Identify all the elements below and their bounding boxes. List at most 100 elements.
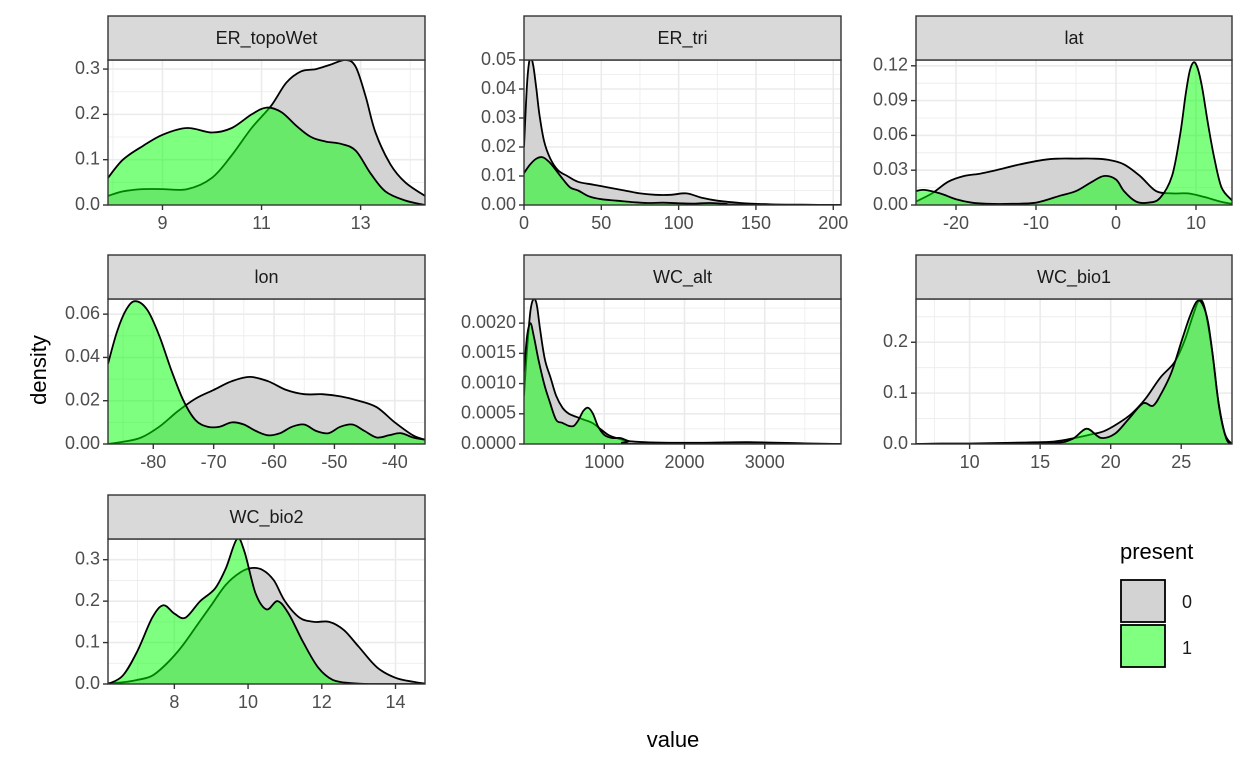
x-tick-label: 8: [169, 692, 179, 712]
x-tick-label: 20: [1101, 452, 1121, 472]
y-tick-label: 0.02: [481, 136, 516, 156]
density-areas: [916, 61, 1232, 205]
x-tick-label: 150: [741, 213, 771, 233]
density-areas: [108, 539, 425, 684]
legend-title: present: [1120, 539, 1193, 564]
density-areas: [524, 299, 841, 444]
x-tick-label: 10: [238, 692, 258, 712]
y-tick-label: 0.0: [75, 194, 100, 214]
density-areas: [916, 299, 1232, 444]
x-tick-label: 100: [664, 213, 694, 233]
y-tick-label: 0.00: [65, 433, 100, 453]
facet-strip: [915, 254, 1233, 300]
density-line-present-1: [108, 106, 425, 205]
x-tick-label: 13: [351, 213, 371, 233]
facet-panel-4: lon -80 -70 -60 -50 -40 0.00 0.02 0.04 0.06: [65, 254, 426, 472]
facet-strip: [523, 15, 842, 61]
density-areas: [524, 60, 841, 205]
y-tick-label: 0.0005: [461, 403, 516, 423]
y-axis-title: density: [26, 335, 51, 405]
x-tick-label: -60: [261, 452, 287, 472]
density-area-present-1: [108, 539, 425, 684]
gridlines: [524, 60, 841, 205]
y-tick-label: 0.04: [481, 78, 516, 98]
x-tick-label: 3000: [745, 452, 785, 472]
density-line-present-1: [524, 322, 841, 444]
x-tick-label: 14: [385, 692, 405, 712]
density-area-present-1: [524, 157, 841, 205]
y-tick-label: 0.0: [883, 433, 908, 453]
density-line-present-0: [524, 60, 841, 205]
y-tick-label: 0.03: [873, 159, 908, 179]
x-tick-label: 10: [1186, 213, 1206, 233]
y-tick-label: 0.0010: [461, 372, 516, 392]
facet-strip-label: lat: [1064, 28, 1083, 48]
density-line-present-1: [108, 300, 425, 441]
y-tick-label: 0.02: [65, 389, 100, 409]
density-areas: [108, 60, 425, 205]
facet-panel-2: ER_tri 0 50 100 150 200 0.00 0.01 0.02 0.03 0.04 0.…: [481, 15, 848, 233]
facet-strip-label: WC_bio2: [229, 507, 303, 528]
facet-strip: [523, 254, 842, 300]
x-tick-label: 10: [960, 452, 980, 472]
y-tick-label: 0.04: [65, 346, 100, 366]
x-tick-label: 15: [1030, 452, 1050, 472]
x-tick-label: 25: [1171, 452, 1191, 472]
x-tick-label: -50: [321, 452, 347, 472]
y-tick-label: 0.3: [75, 58, 100, 78]
y-tick-label: 0.06: [65, 303, 100, 323]
x-tick-label: -40: [382, 452, 408, 472]
facet-panel-6: WC_bio1 10 15 20 25 0.0 0.1 0.2: [883, 254, 1233, 472]
density-line-present-1: [108, 539, 425, 684]
y-tick-label: 0.0015: [461, 342, 516, 362]
facet-panel-5: WC_alt 1000 2000 3000 0.0000 0.0005 0.0010 0.00…: [461, 254, 842, 472]
facet-strip: [107, 254, 426, 300]
density-line-present-1: [916, 299, 1232, 444]
y-tick-label: 0.3: [75, 548, 100, 568]
x-tick-label: 11: [252, 213, 271, 233]
y-tick-label: 0.2: [75, 590, 100, 610]
y-tick-label: 0.00: [481, 194, 516, 214]
x-tick-label: 200: [818, 213, 848, 233]
legend-key-1: [1120, 624, 1166, 668]
y-tick-label: 0.1: [75, 148, 100, 168]
facet-strip-label: WC_alt: [653, 267, 712, 288]
density-areas: [108, 300, 425, 444]
x-tick-label: 50: [591, 213, 611, 233]
density-area-present-0: [916, 158, 1232, 205]
y-tick-label: 0.0000: [461, 433, 516, 453]
x-tick-label: 9: [157, 213, 167, 233]
x-tick-label: 1000: [584, 452, 624, 472]
y-tick-label: 0.2: [75, 103, 100, 123]
y-tick-label: 0.05: [481, 49, 516, 69]
y-tick-label: 0.0: [75, 673, 100, 693]
density-area-present-1: [108, 107, 425, 205]
x-tick-label: 0: [519, 213, 529, 233]
facet-panel-7: WC_bio2 8 10 12 14 0.0 0.1 0.2 0.3: [75, 494, 426, 712]
density-area-present-1: [916, 62, 1232, 205]
y-tick-label: 0.06: [873, 124, 908, 144]
gridlines: [524, 299, 841, 444]
facet-strip-label: lon: [254, 267, 278, 287]
density-area-present-1: [916, 300, 1232, 444]
density-line-present-1: [524, 156, 841, 205]
x-tick-label: -20: [943, 213, 969, 233]
y-tick-label: 0.09: [873, 89, 908, 109]
y-tick-label: 0.01: [481, 165, 516, 185]
facet-strip: [107, 15, 426, 61]
legend-key-0: [1120, 579, 1166, 623]
x-tick-label: -10: [1023, 213, 1049, 233]
x-tick-label: -80: [140, 452, 166, 472]
legend-label-0: 0: [1182, 592, 1192, 612]
x-tick-label: 12: [312, 692, 332, 712]
legend: present 0 1: [1120, 539, 1193, 668]
x-axis-title: value: [647, 727, 700, 752]
density-line-present-1: [916, 61, 1232, 205]
y-tick-label: 0.0020: [461, 312, 516, 332]
facet-strip-label: WC_bio1: [1037, 267, 1111, 288]
y-tick-label: 0.03: [481, 107, 516, 127]
facet-strip-label: ER_tri: [657, 28, 707, 49]
facet-strip: [915, 15, 1233, 61]
